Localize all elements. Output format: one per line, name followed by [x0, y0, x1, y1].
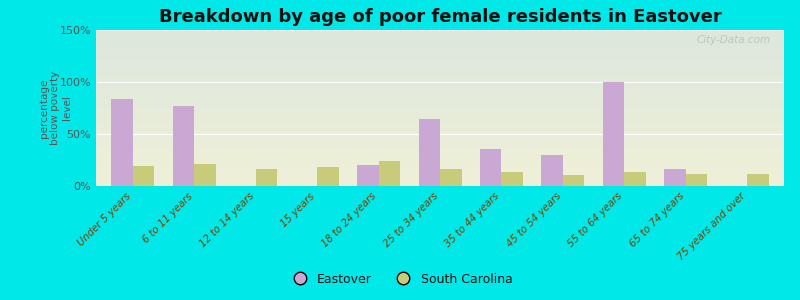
Y-axis label: percentage
below poverty
level: percentage below poverty level: [38, 71, 72, 145]
Bar: [602, 82, 624, 186]
Bar: [378, 161, 400, 186]
Bar: [664, 169, 686, 186]
Bar: [133, 166, 154, 186]
Bar: [111, 99, 133, 186]
Title: Breakdown by age of poor female residents in Eastover: Breakdown by age of poor female resident…: [158, 8, 722, 26]
Text: City-Data.com: City-Data.com: [696, 35, 770, 45]
Bar: [256, 169, 278, 186]
Bar: [194, 164, 216, 186]
Bar: [502, 172, 523, 186]
Bar: [686, 173, 707, 186]
Bar: [747, 173, 769, 186]
Bar: [440, 169, 462, 186]
Bar: [563, 175, 584, 186]
Legend: Eastover, South Carolina: Eastover, South Carolina: [282, 268, 518, 291]
Bar: [418, 119, 440, 186]
Bar: [317, 167, 338, 186]
Bar: [542, 155, 563, 186]
Bar: [357, 165, 378, 186]
Bar: [624, 172, 646, 186]
Bar: [173, 106, 194, 186]
Bar: [480, 148, 502, 186]
